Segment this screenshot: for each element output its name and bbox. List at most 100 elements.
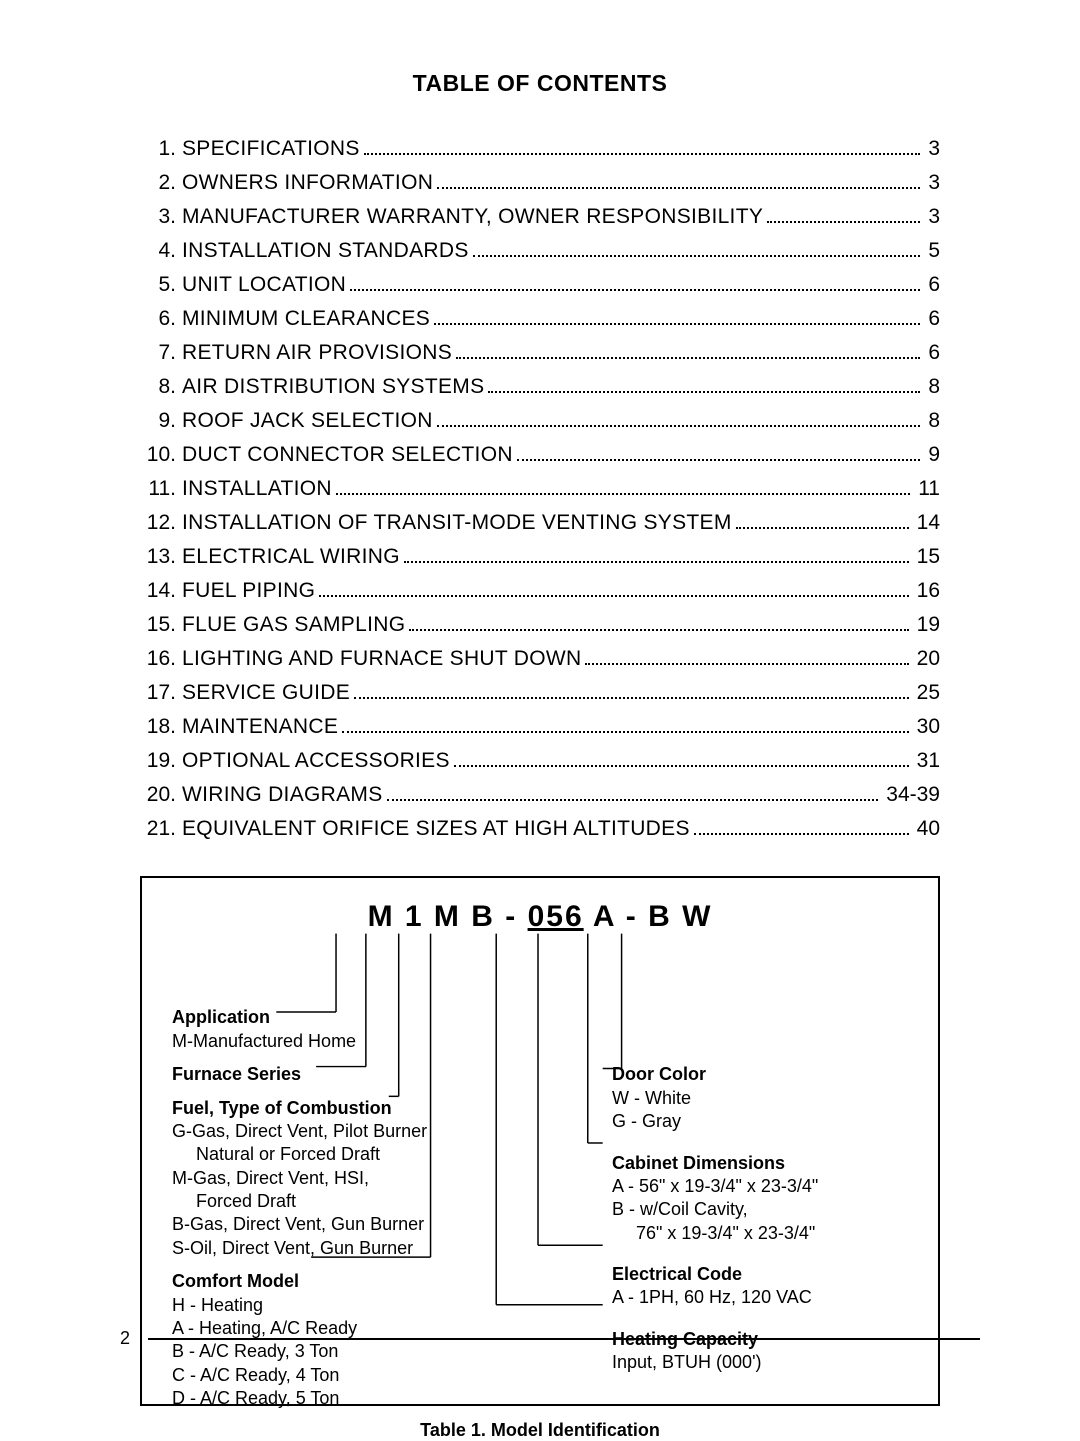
toc-row: 2.OWNERS INFORMATION 3 bbox=[140, 166, 940, 200]
toc-leader bbox=[350, 289, 920, 291]
toc-number: 17. bbox=[140, 676, 182, 710]
toc-label: FUEL PIPING bbox=[182, 574, 315, 608]
toc-number: 3. bbox=[140, 200, 182, 234]
toc-page: 8 bbox=[924, 404, 940, 438]
toc-page: 3 bbox=[924, 166, 940, 200]
spec-line: S-Oil, Direct Vent, Gun Burner bbox=[172, 1237, 492, 1260]
toc-label: LIGHTING AND FURNACE SHUT DOWN bbox=[182, 642, 581, 676]
toc-page: 14 bbox=[913, 506, 940, 540]
toc-number: 12. bbox=[140, 506, 182, 540]
toc-leader bbox=[364, 153, 921, 155]
toc-number: 19. bbox=[140, 744, 182, 778]
table-of-contents: 1.SPECIFICATIONS32.OWNERS INFORMATION33.… bbox=[140, 132, 940, 846]
toc-row: 21.EQUIVALENT ORIFICE SIZES AT HIGH ALTI… bbox=[140, 812, 940, 846]
toc-number: 5. bbox=[140, 268, 182, 302]
toc-number: 6. bbox=[140, 302, 182, 336]
model-identification-box: M 1 M B - 056 A - B W ApplicationM-Manuf… bbox=[140, 876, 940, 1406]
toc-leader bbox=[434, 323, 920, 325]
toc-row: 15.FLUE GAS SAMPLING19 bbox=[140, 608, 940, 642]
toc-page: 19 bbox=[913, 608, 940, 642]
spec-line: C - A/C Ready, 4 Ton bbox=[172, 1364, 492, 1387]
toc-page: 9 bbox=[924, 438, 940, 472]
document-page: TABLE OF CONTENTS 1.SPECIFICATIONS32.OWN… bbox=[0, 0, 1080, 1397]
toc-number: 20. bbox=[140, 778, 182, 812]
toc-page: 25 bbox=[913, 676, 940, 710]
toc-label: MANUFACTURER WARRANTY, OWNER RESPONSIBIL… bbox=[182, 200, 763, 234]
toc-row: 11.INSTALLATION11 bbox=[140, 472, 940, 506]
toc-row: 7.RETURN AIR PROVISIONS6 bbox=[140, 336, 940, 370]
footer-rule bbox=[148, 1338, 980, 1340]
spec-line: G - Gray bbox=[612, 1110, 922, 1133]
toc-label: INSTALLATION OF TRANSIT-MODE VENTING SYS… bbox=[182, 506, 732, 540]
toc-number: 16. bbox=[140, 642, 182, 676]
spec-group: Electrical CodeA - 1PH, 60 Hz, 120 VAC bbox=[612, 1263, 922, 1310]
spec-line: B - w/Coil Cavity, bbox=[612, 1198, 922, 1221]
toc-leader bbox=[336, 493, 910, 495]
toc-leader bbox=[437, 425, 921, 427]
toc-leader bbox=[473, 255, 921, 257]
toc-leader bbox=[767, 221, 920, 223]
toc-label: SPECIFICATIONS bbox=[182, 132, 360, 166]
toc-label: AIR DISTRIBUTION SYSTEMS bbox=[182, 370, 484, 404]
toc-row: 8.AIR DISTRIBUTION SYSTEMS8 bbox=[140, 370, 940, 404]
spec-label: Cabinet Dimensions bbox=[612, 1152, 922, 1175]
toc-number: 8. bbox=[140, 370, 182, 404]
toc-label: INSTALLATION bbox=[182, 472, 332, 506]
toc-label: OWNERS INFORMATION bbox=[182, 166, 433, 200]
toc-label: ELECTRICAL WIRING bbox=[182, 540, 400, 574]
page-footer: 2 bbox=[100, 1328, 980, 1349]
toc-number: 9. bbox=[140, 404, 182, 438]
toc-page: 15 bbox=[913, 540, 940, 574]
spec-line: H - Heating bbox=[172, 1294, 492, 1317]
toc-row: 10.DUCT CONNECTOR SELECTION9 bbox=[140, 438, 940, 472]
spec-label: Electrical Code bbox=[612, 1263, 922, 1286]
toc-row: 3.MANUFACTURER WARRANTY, OWNER RESPONSIB… bbox=[140, 200, 940, 234]
toc-leader bbox=[319, 595, 908, 597]
toc-leader bbox=[454, 765, 909, 767]
spec-line: D - A/C Ready, 5 Ton bbox=[172, 1387, 492, 1410]
toc-page: 5 bbox=[924, 234, 940, 268]
toc-number: 18. bbox=[140, 710, 182, 744]
toc-number: 2. bbox=[140, 166, 182, 200]
toc-label: OPTIONAL ACCESSORIES bbox=[182, 744, 450, 778]
toc-leader bbox=[456, 357, 920, 359]
toc-leader bbox=[517, 459, 921, 461]
toc-label: MINIMUM CLEARANCES bbox=[182, 302, 430, 336]
toc-leader bbox=[437, 187, 920, 189]
toc-number: 7. bbox=[140, 336, 182, 370]
toc-row: 17.SERVICE GUIDE25 bbox=[140, 676, 940, 710]
spec-line: M-Gas, Direct Vent, HSI, bbox=[172, 1167, 492, 1190]
spec-line: Natural or Forced Draft bbox=[172, 1143, 492, 1166]
toc-page: 6 bbox=[924, 268, 940, 302]
spec-line: G-Gas, Direct Vent, Pilot Burner bbox=[172, 1120, 492, 1143]
toc-number: 21. bbox=[140, 812, 182, 846]
model-code: M 1 M B - 056 A - B W bbox=[368, 900, 713, 934]
toc-page: 11 bbox=[914, 472, 940, 506]
spec-group: Cabinet DimensionsA - 56" x 19-3/4" x 23… bbox=[612, 1152, 922, 1246]
toc-row: 14.FUEL PIPING 16 bbox=[140, 574, 940, 608]
toc-row: 6.MINIMUM CLEARANCES 6 bbox=[140, 302, 940, 336]
page-number: 2 bbox=[100, 1328, 140, 1349]
toc-row: 13.ELECTRICAL WIRING15 bbox=[140, 540, 940, 574]
spec-group: Furnace Series bbox=[172, 1063, 492, 1086]
spec-group: ApplicationM-Manufactured Home bbox=[172, 1006, 492, 1053]
spec-label: Door Color bbox=[612, 1063, 922, 1086]
toc-page: 6 bbox=[924, 302, 940, 336]
spec-group: Fuel, Type of CombustionG-Gas, Direct Ve… bbox=[172, 1097, 492, 1261]
toc-label: ROOF JACK SELECTION bbox=[182, 404, 433, 438]
toc-number: 10. bbox=[140, 438, 182, 472]
toc-leader bbox=[585, 663, 908, 665]
toc-row: 16.LIGHTING AND FURNACE SHUT DOWN20 bbox=[140, 642, 940, 676]
spec-label: Furnace Series bbox=[172, 1063, 492, 1086]
toc-label: MAINTENANCE bbox=[182, 710, 338, 744]
toc-row: 5.UNIT LOCATION6 bbox=[140, 268, 940, 302]
toc-page: 16 bbox=[913, 574, 940, 608]
toc-page: 3 bbox=[924, 132, 940, 166]
toc-leader bbox=[488, 391, 920, 393]
spec-group: Door ColorW - WhiteG - Gray bbox=[612, 1063, 922, 1133]
toc-number: 14. bbox=[140, 574, 182, 608]
toc-page: 3 bbox=[924, 200, 940, 234]
toc-row: 20.WIRING DIAGRAMS34-39 bbox=[140, 778, 940, 812]
toc-title: TABLE OF CONTENTS bbox=[100, 70, 980, 97]
toc-page: 31 bbox=[913, 744, 940, 778]
